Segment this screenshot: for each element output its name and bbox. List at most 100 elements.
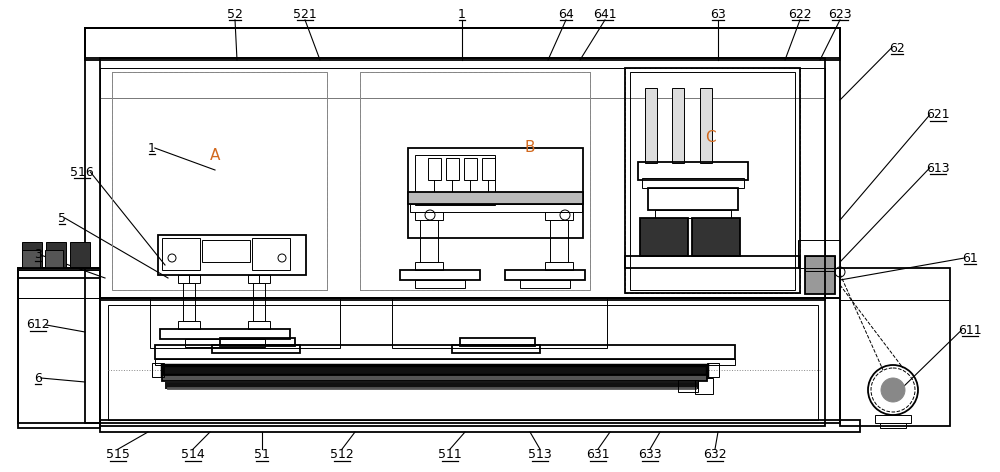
Bar xyxy=(648,188,738,210)
Text: B: B xyxy=(525,141,535,155)
Bar xyxy=(678,380,698,392)
Bar xyxy=(162,375,707,381)
Text: 613: 613 xyxy=(926,161,950,175)
Bar xyxy=(18,270,100,298)
Bar xyxy=(155,345,735,359)
Text: 513: 513 xyxy=(528,448,552,462)
Bar xyxy=(100,420,860,432)
Bar xyxy=(45,250,63,268)
Bar xyxy=(185,339,265,347)
Text: 521: 521 xyxy=(293,8,317,20)
Bar xyxy=(22,250,40,268)
Bar xyxy=(880,423,906,428)
Bar xyxy=(428,158,441,180)
Circle shape xyxy=(881,378,905,402)
Bar xyxy=(625,68,800,293)
Bar xyxy=(505,270,585,280)
Bar xyxy=(805,256,835,294)
Bar xyxy=(112,72,327,290)
Text: 511: 511 xyxy=(438,448,462,462)
Bar xyxy=(446,158,459,180)
Bar xyxy=(202,240,250,262)
Bar xyxy=(22,242,42,268)
Bar xyxy=(625,256,800,268)
Bar xyxy=(178,321,200,329)
Bar xyxy=(695,378,713,394)
Bar xyxy=(638,162,748,180)
Bar xyxy=(183,283,195,321)
Bar xyxy=(220,338,295,346)
Text: 3: 3 xyxy=(34,248,42,261)
Bar xyxy=(108,305,818,420)
Text: 6: 6 xyxy=(34,371,42,385)
Bar xyxy=(545,262,573,270)
Bar xyxy=(460,338,535,346)
Bar xyxy=(482,158,495,180)
Text: 641: 641 xyxy=(593,8,617,20)
Bar xyxy=(253,283,265,321)
Text: 516: 516 xyxy=(70,166,94,178)
Bar xyxy=(415,280,465,288)
Bar xyxy=(707,363,719,377)
Bar xyxy=(392,298,607,348)
Bar xyxy=(162,238,200,270)
Bar xyxy=(100,68,825,298)
Bar xyxy=(625,68,800,293)
Bar xyxy=(645,88,657,163)
Bar xyxy=(420,220,438,262)
Text: 63: 63 xyxy=(710,8,726,20)
Bar xyxy=(640,218,688,256)
Bar xyxy=(158,235,306,275)
Text: 52: 52 xyxy=(227,8,243,20)
Bar xyxy=(248,321,270,329)
Text: 62: 62 xyxy=(889,42,905,54)
Bar xyxy=(410,204,582,212)
Text: 611: 611 xyxy=(958,323,982,337)
Bar xyxy=(252,238,290,270)
Bar xyxy=(415,212,443,220)
Text: 633: 633 xyxy=(638,448,662,462)
Bar xyxy=(545,212,573,220)
Bar xyxy=(212,345,300,353)
Text: 621: 621 xyxy=(926,109,950,121)
Bar xyxy=(360,72,590,290)
Bar xyxy=(400,270,480,280)
Bar xyxy=(248,275,270,283)
Text: 515: 515 xyxy=(106,448,130,462)
Text: A: A xyxy=(210,147,220,162)
Bar xyxy=(85,28,840,423)
Bar xyxy=(415,155,495,205)
Bar xyxy=(700,88,712,163)
Text: 622: 622 xyxy=(788,8,812,20)
Bar xyxy=(100,58,825,300)
Text: 632: 632 xyxy=(703,448,727,462)
Bar xyxy=(85,28,840,58)
Bar xyxy=(464,158,477,180)
Bar xyxy=(840,268,950,426)
Bar xyxy=(875,415,911,423)
Bar xyxy=(415,262,443,270)
Bar xyxy=(672,88,684,163)
Text: 61: 61 xyxy=(962,252,978,264)
Bar xyxy=(655,210,731,218)
Bar xyxy=(18,268,100,428)
Text: 514: 514 xyxy=(181,448,205,462)
Bar xyxy=(162,365,707,375)
Bar xyxy=(360,72,590,290)
Bar xyxy=(798,240,840,268)
Bar xyxy=(160,329,290,339)
Bar xyxy=(452,345,540,353)
Bar xyxy=(112,72,327,290)
Text: 1: 1 xyxy=(458,8,466,20)
Bar xyxy=(408,148,583,238)
Bar xyxy=(408,192,583,204)
Bar xyxy=(152,363,164,377)
Text: 51: 51 xyxy=(254,448,270,462)
Bar xyxy=(18,270,100,423)
Bar xyxy=(85,28,840,60)
Bar xyxy=(100,298,825,426)
Bar xyxy=(70,242,90,268)
Text: 5: 5 xyxy=(58,211,66,225)
Bar xyxy=(155,359,735,365)
Text: 612: 612 xyxy=(26,319,50,331)
